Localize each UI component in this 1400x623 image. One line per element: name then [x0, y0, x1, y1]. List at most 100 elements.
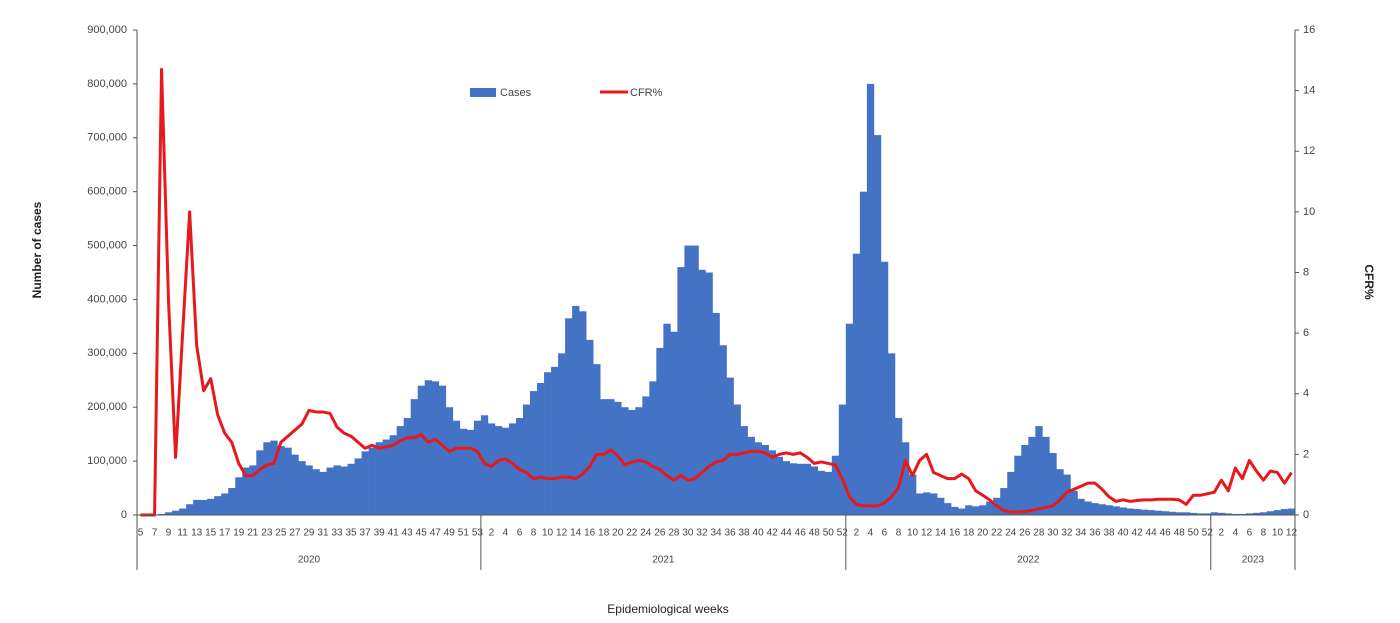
legend-label: CFR%: [630, 87, 663, 99]
bar: [740, 426, 748, 515]
x-group-label: 2021: [652, 555, 675, 566]
bar: [410, 399, 419, 515]
bar: [544, 372, 552, 515]
bar: [235, 477, 243, 515]
x-tick-label: 10: [907, 528, 919, 539]
y2-tick-label: 10: [1303, 206, 1315, 218]
bar: [691, 245, 699, 516]
x-tick-label: 7: [152, 528, 158, 539]
bar: [1105, 505, 1113, 515]
y2-axis-title: CFR%: [1362, 264, 1376, 300]
x-tick-label: 52: [1202, 528, 1214, 539]
bar: [1266, 511, 1275, 515]
bar: [431, 381, 440, 515]
bar: [719, 345, 727, 515]
bar: [1070, 490, 1078, 515]
y-tick-label: 900,000: [87, 24, 127, 36]
x-tick-label: 33: [331, 528, 343, 539]
bar: [221, 493, 229, 515]
bar: [228, 488, 236, 515]
bar: [207, 498, 215, 515]
bar: [396, 426, 404, 515]
x-tick-label: 9: [166, 528, 172, 539]
bar: [824, 471, 833, 515]
bar: [466, 429, 475, 515]
bar: [1035, 426, 1043, 515]
y-tick-label: 300,000: [87, 347, 127, 359]
bar: [887, 353, 896, 515]
bar: [263, 442, 271, 515]
bar: [1154, 510, 1162, 515]
x-tick-label: 28: [1033, 528, 1045, 539]
y2-tick-label: 2: [1303, 448, 1309, 460]
bar: [789, 463, 798, 515]
bar: [1133, 509, 1141, 515]
x-tick-label: 42: [1132, 528, 1144, 539]
x-tick-label: 4: [503, 528, 509, 539]
x-tick-label: 8: [531, 528, 537, 539]
bar: [494, 426, 503, 515]
x-tick-label: 25: [275, 528, 287, 539]
bar: [284, 447, 292, 515]
x-tick-label: 22: [626, 528, 638, 539]
bar: [572, 305, 580, 515]
x-tick-label: 32: [1061, 528, 1073, 539]
x-tick-label: 12: [556, 528, 568, 539]
bar: [656, 347, 664, 515]
x-group-label: 2020: [298, 555, 321, 566]
bar: [684, 245, 692, 516]
x-tick-label: 51: [458, 528, 470, 539]
x-tick-label: 8: [896, 528, 902, 539]
y-tick-label: 800,000: [87, 78, 127, 90]
y-tick-label: 700,000: [87, 132, 127, 144]
bar: [1014, 455, 1022, 515]
bar: [1028, 436, 1036, 515]
bar: [923, 492, 931, 515]
x-tick-label: 40: [753, 528, 765, 539]
legend-swatch: [470, 88, 496, 97]
x-tick-label: 10: [542, 528, 554, 539]
bar: [663, 323, 671, 515]
bar: [831, 455, 840, 515]
bar: [200, 499, 208, 515]
bar: [186, 504, 194, 515]
bar: [438, 385, 447, 515]
bar: [593, 364, 601, 515]
x-tick-label: 50: [823, 528, 835, 539]
bar: [1119, 507, 1127, 515]
x-tick-label: 53: [472, 528, 484, 539]
x-tick-label: 36: [1089, 528, 1101, 539]
bar: [270, 440, 278, 515]
y-tick-label: 600,000: [87, 186, 127, 198]
x-tick-label: 44: [781, 528, 793, 539]
bar: [972, 506, 980, 515]
bar: [340, 466, 348, 515]
x-tick-label: 12: [921, 528, 933, 539]
bar: [621, 407, 629, 515]
x-tick-label: 19: [233, 528, 245, 539]
bar: [530, 391, 538, 515]
x-tick-label: 5: [138, 528, 144, 539]
bar: [951, 506, 959, 515]
x-tick-label: 16: [584, 528, 596, 539]
bar: [754, 442, 762, 515]
x-tick-label: 2: [1219, 528, 1225, 539]
bar: [537, 382, 545, 515]
bar: [698, 269, 706, 515]
bar: [796, 463, 805, 515]
bar: [705, 272, 713, 515]
bar: [803, 463, 812, 515]
bar: [670, 331, 678, 515]
x-tick-label: 47: [430, 528, 442, 539]
bar: [810, 466, 819, 515]
x-tick-label: 35: [345, 528, 357, 539]
x-group-label: 2023: [1242, 555, 1265, 566]
bar: [1147, 510, 1155, 515]
bar: [944, 503, 952, 515]
x-tick-label: 44: [1146, 528, 1158, 539]
y-tick-label: 0: [121, 509, 127, 521]
x-tick-label: 46: [1160, 528, 1172, 539]
bar: [726, 377, 734, 515]
x-tick-label: 16: [949, 528, 961, 539]
